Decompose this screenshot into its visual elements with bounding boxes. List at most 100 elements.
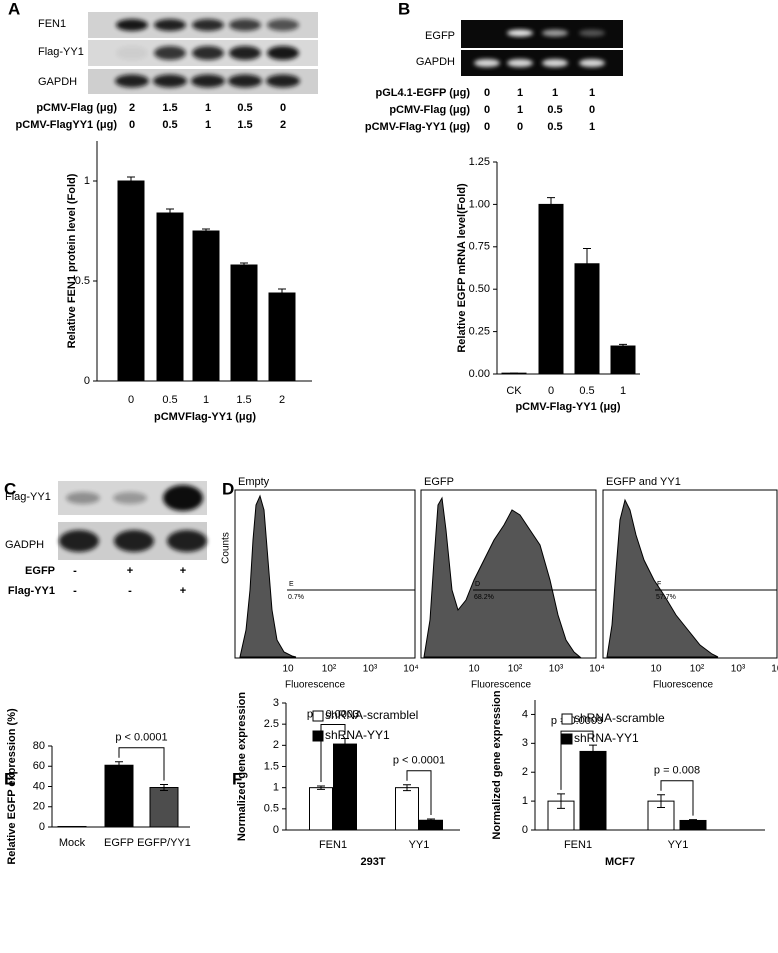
error-bar xyxy=(657,794,665,808)
bar xyxy=(192,230,220,382)
gate-letter: D xyxy=(475,581,480,588)
x-tick-label: EGFP/YY1 xyxy=(137,837,191,849)
error-bar xyxy=(127,176,135,186)
condition-value: 2 xyxy=(129,102,135,114)
band-label: EGFP xyxy=(425,30,455,42)
legend-swatch xyxy=(561,713,573,725)
annotation: p < 0.0001 xyxy=(393,755,445,767)
condition-value: 0 xyxy=(280,102,286,114)
condition-value: 1 xyxy=(552,87,558,99)
y-axis-label: Normalized gene expression xyxy=(236,692,248,841)
condition-label: pCMV-Flag (μg) xyxy=(389,104,470,116)
x-tick-label: 0 xyxy=(548,385,554,397)
flow-histograms xyxy=(234,489,778,659)
blot-band xyxy=(229,46,261,60)
blot-band xyxy=(507,59,533,67)
band-label: FEN1 xyxy=(38,18,66,30)
bar xyxy=(149,787,179,828)
blot-band xyxy=(154,46,186,60)
x-axis-label: 293T xyxy=(360,856,385,868)
y-tick-label: 80 xyxy=(33,740,45,752)
significance-bracket xyxy=(406,770,432,815)
gate-letter: F xyxy=(657,581,661,588)
condition-value: 1 xyxy=(517,104,523,116)
blot-band xyxy=(507,29,533,37)
condition-value: + xyxy=(180,585,186,597)
condition-label: pCMV-Flag-YY1 (μg) xyxy=(365,121,470,133)
error-bar xyxy=(166,208,174,218)
condition-value: 0.5 xyxy=(547,121,562,133)
x-axis-label: MCF7 xyxy=(605,856,635,868)
bar xyxy=(309,787,333,831)
flow-x-tick: 10³ xyxy=(549,664,564,675)
condition-value: + xyxy=(180,565,186,577)
y-tick-label: 20 xyxy=(33,801,45,813)
legend-swatch xyxy=(312,710,324,722)
y-axis-label: Normalized gene expression xyxy=(491,690,503,839)
x-axis-label: pCMVFlag-YY1 (μg) xyxy=(154,411,256,423)
y-tick-label: 1.5 xyxy=(264,760,279,772)
y-tick-label: 60 xyxy=(33,760,45,772)
condition-value: 0 xyxy=(484,121,490,133)
condition-label: pCMV-Flag (μg) xyxy=(36,102,117,114)
bar xyxy=(230,264,258,382)
flow-x-tick: 10² xyxy=(322,664,337,675)
panel-label: B xyxy=(398,0,410,18)
significance-bracket xyxy=(118,747,165,781)
y-axis-label: Relative EGFP expression (%) xyxy=(6,708,18,865)
blot-band xyxy=(153,74,187,88)
condition-value: 1.5 xyxy=(162,102,177,114)
flow-x-tick: 10³ xyxy=(731,664,746,675)
blot-band xyxy=(474,59,500,67)
condition-value: - xyxy=(73,585,77,597)
blot-band xyxy=(114,530,154,552)
flow-x-tick: 10⁴ xyxy=(771,664,778,675)
blot-band xyxy=(542,59,568,67)
flow-x-tick: 10⁴ xyxy=(589,664,604,675)
blot-b-images xyxy=(461,20,623,76)
significance-bracket xyxy=(560,730,594,790)
flow-x-tick: 10² xyxy=(690,664,705,675)
condition-value: 1 xyxy=(205,119,211,131)
condition-value: 1 xyxy=(205,102,211,114)
blot-band xyxy=(116,19,148,31)
y-tick-label: 1 xyxy=(273,782,279,794)
blot-band xyxy=(116,46,148,60)
x-tick-label: Mock xyxy=(59,837,86,849)
y-tick-label: 1 xyxy=(522,795,528,807)
error-bar xyxy=(589,744,597,759)
y-tick-label: 2 xyxy=(522,766,528,778)
x-tick-label: 0.5 xyxy=(579,385,594,397)
y-tick-label: 2 xyxy=(273,739,279,751)
condition-value: 0 xyxy=(129,119,135,131)
gate-percent: 0.7% xyxy=(288,594,304,601)
error-bar xyxy=(317,785,325,790)
x-tick-label: YY1 xyxy=(409,839,430,851)
x-tick-label: 1 xyxy=(203,394,209,406)
bar xyxy=(117,180,145,382)
blot-band xyxy=(542,29,568,37)
error-bar xyxy=(689,819,697,822)
x-tick-label: EGFP xyxy=(104,837,134,849)
flow-x-tick: 10⁴ xyxy=(403,664,418,675)
error-bar xyxy=(427,818,435,823)
bar xyxy=(679,819,707,831)
bar xyxy=(574,263,600,375)
y-tick-label: 0 xyxy=(273,824,279,836)
blot-band xyxy=(113,492,147,504)
blot-band xyxy=(579,59,605,67)
bar xyxy=(104,764,134,828)
panel-label: D xyxy=(222,479,234,498)
flow-title: EGFP and YY1 xyxy=(606,476,681,488)
blot-band xyxy=(59,530,99,552)
error-bar xyxy=(341,738,349,751)
blot-band xyxy=(115,74,149,88)
x-tick-label: 0.5 xyxy=(162,394,177,406)
condition-value: 1 xyxy=(517,87,523,99)
band-label: GAPDH xyxy=(416,56,455,68)
condition-value: - xyxy=(73,565,77,577)
flow-x-label: Fluorescence xyxy=(471,680,531,691)
flow-x-label: Fluorescence xyxy=(653,680,713,691)
flow-title: Empty xyxy=(238,476,270,488)
